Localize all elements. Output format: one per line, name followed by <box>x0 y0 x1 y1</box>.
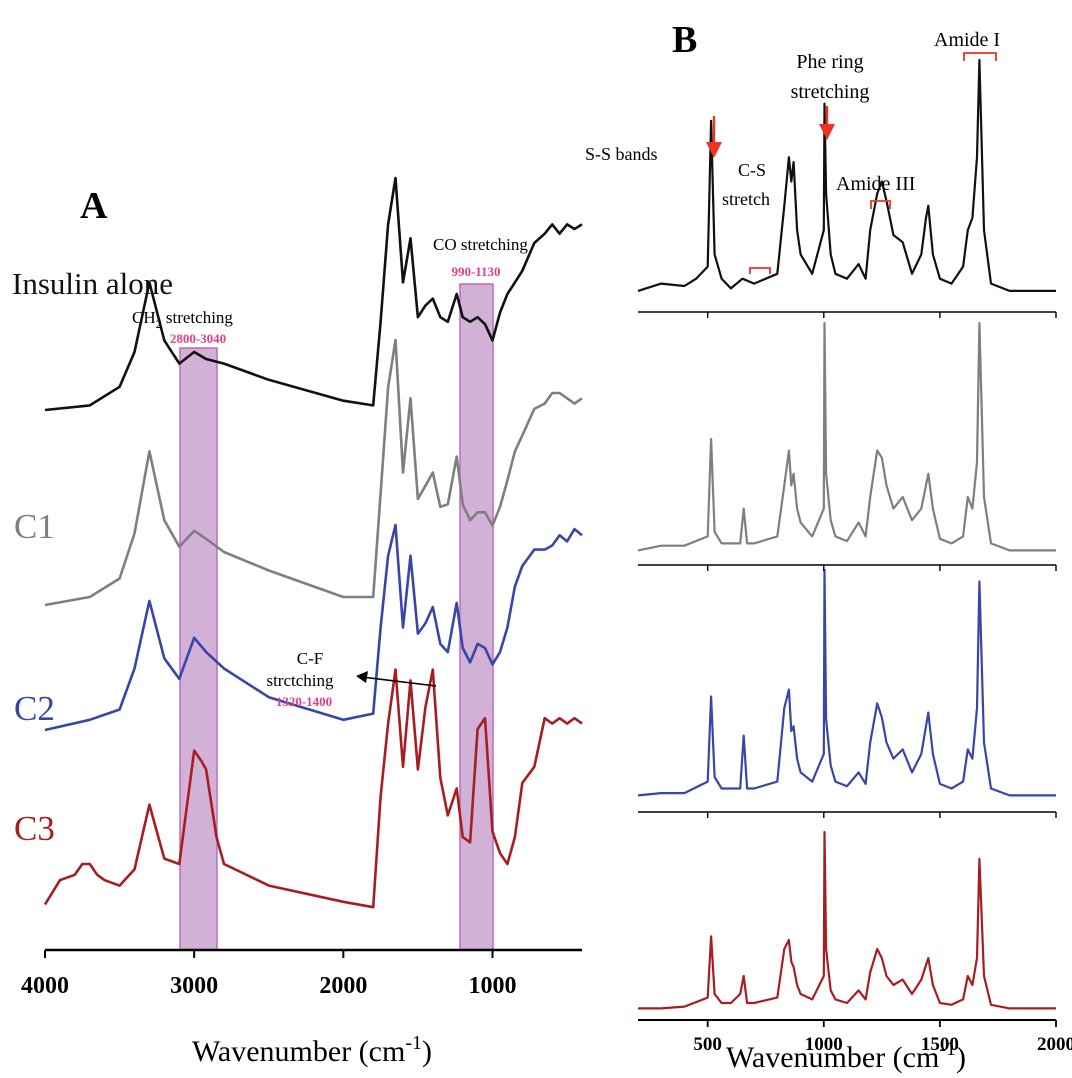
panel-b: B 500 1000 1500 2000 Wavenumber (cm-1) S-S … <box>585 19 1072 1074</box>
co-highlight-band <box>459 283 494 951</box>
panel-a: A 4000 3000 2000 1000 Wavenumber (cm-1) Ins… <box>12 176 583 1068</box>
raman-line-c2 <box>637 568 1056 797</box>
label-insulin-alone: Insulin alone <box>12 266 173 301</box>
panel-b-letter: B <box>672 19 697 61</box>
label-c3: C3 <box>14 809 55 848</box>
cs-bracket <box>749 267 771 274</box>
panel-a-letter: A <box>80 185 108 227</box>
co-range-label: 990-1130 <box>451 264 500 279</box>
ss-bands-annotation: S-S bands <box>585 144 658 164</box>
ch2-range-label: 2800-3040 <box>170 331 226 346</box>
x-tick-label: 500 <box>693 1034 722 1055</box>
cf-arrow-line <box>361 676 437 687</box>
ch2-annotation: CH2 stretching <box>132 308 233 331</box>
raman-line-c3 <box>638 830 1056 1010</box>
phe-annotation-line1: Phe ring <box>796 51 863 73</box>
phe-arrow-head <box>819 124 835 140</box>
amide-i-annotation: Amide I <box>934 29 1000 51</box>
panel-b-xlabel: Wavenumber (cm-1) <box>726 1038 966 1074</box>
ch2-highlight-band <box>179 347 218 951</box>
series-line-insulin <box>44 176 583 412</box>
cs-annotation-line1: C-S <box>738 160 766 180</box>
x-tick-label: 1500 <box>921 1034 959 1055</box>
x-tick-label: 2000 <box>1037 1034 1072 1055</box>
panel-b-ticks: 500 1000 1500 2000 <box>693 312 1072 1055</box>
label-c2: C2 <box>14 689 55 728</box>
x-tick-label: 4000 <box>21 973 69 999</box>
panel-a-xlabel: Wavenumber (cm-1) <box>192 1032 432 1068</box>
panel-a-ticks: 4000 3000 2000 1000 <box>21 950 517 999</box>
x-tick-label: 3000 <box>170 973 218 999</box>
cf-arrow-head <box>356 671 368 683</box>
series-line-c1 <box>44 338 583 607</box>
co-annotation: CO stretching <box>433 235 528 254</box>
amide-iii-annotation: Amide III <box>836 173 915 195</box>
series-line-c3 <box>43 668 583 909</box>
amide-i-bracket <box>963 52 997 61</box>
amide-iii-bracket <box>870 200 891 209</box>
x-tick-label: 1000 <box>805 1034 843 1055</box>
ss-arrow-head <box>706 142 722 158</box>
phe-annotation-line2: stretching <box>791 81 870 103</box>
x-tick-label: 1000 <box>469 973 517 999</box>
panel-b-curves <box>637 58 1056 1010</box>
panel-a-curves <box>43 176 583 909</box>
cs-annotation-line2: stretch <box>722 189 770 209</box>
raman-line-c1 <box>637 321 1056 552</box>
raman-line-insulin <box>637 58 1056 292</box>
cf-annotation-line2: strctching <box>266 671 334 690</box>
cf-annotation-line1: C-F <box>297 649 323 668</box>
x-tick-label: 2000 <box>319 973 367 999</box>
cf-range-label: 1320-1400 <box>276 694 332 709</box>
label-c1: C1 <box>14 507 55 546</box>
series-line-c2 <box>44 523 583 732</box>
